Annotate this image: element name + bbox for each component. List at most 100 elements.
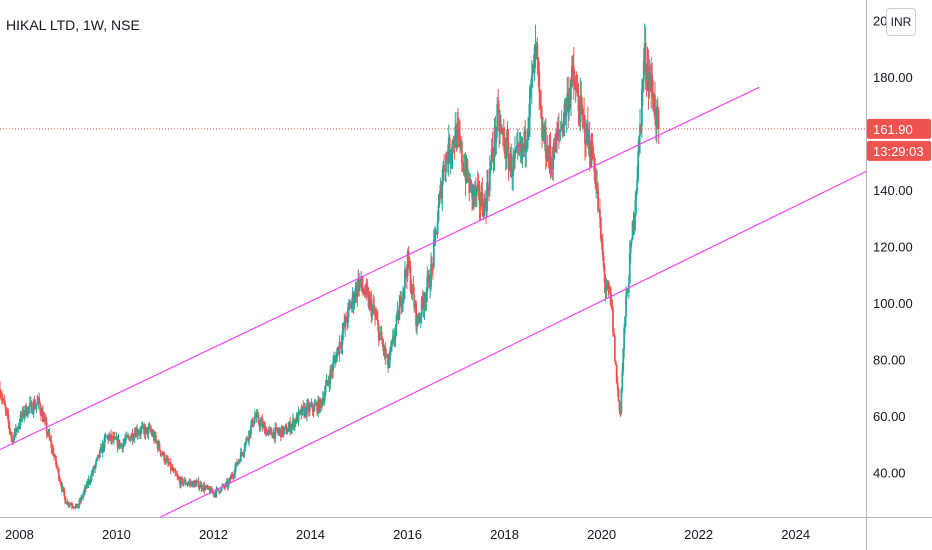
candle bbox=[546, 135, 549, 163]
candle-body bbox=[199, 483, 202, 487]
candle bbox=[175, 470, 178, 476]
candle bbox=[48, 427, 51, 441]
candle-body bbox=[405, 273, 408, 277]
candle bbox=[640, 124, 642, 134]
candle-body bbox=[626, 291, 628, 296]
candle bbox=[253, 409, 256, 424]
candle-body bbox=[306, 404, 309, 406]
x-tick-label: 2014 bbox=[296, 527, 325, 542]
plot-area[interactable] bbox=[0, 23, 866, 517]
candle bbox=[409, 260, 412, 294]
candle-body bbox=[153, 434, 156, 441]
candle bbox=[52, 444, 55, 457]
candle-body bbox=[307, 404, 310, 412]
candle bbox=[179, 476, 181, 489]
candle-body bbox=[209, 488, 212, 494]
candle bbox=[486, 170, 488, 218]
candle bbox=[34, 399, 37, 410]
candle-body bbox=[344, 316, 347, 327]
candle bbox=[552, 143, 555, 182]
candle-body bbox=[420, 297, 423, 317]
candle bbox=[464, 152, 467, 197]
candle bbox=[24, 404, 27, 420]
candle-body bbox=[613, 335, 616, 362]
candle-body bbox=[214, 492, 217, 496]
candle-body bbox=[295, 414, 298, 423]
candle-body bbox=[274, 427, 277, 439]
candle bbox=[476, 170, 479, 192]
candle bbox=[1, 393, 4, 405]
candle-body bbox=[349, 304, 352, 309]
candle-body bbox=[167, 458, 169, 463]
candle bbox=[178, 475, 181, 482]
candle bbox=[565, 97, 568, 133]
candle bbox=[321, 390, 324, 407]
candle bbox=[568, 88, 571, 122]
channel-upper-line[interactable] bbox=[0, 86, 760, 451]
candle-body bbox=[400, 296, 403, 308]
candle bbox=[644, 26, 647, 90]
candle bbox=[445, 151, 447, 183]
candle bbox=[496, 96, 499, 138]
y-tick-label: 140.00 bbox=[873, 183, 913, 198]
candle bbox=[544, 117, 547, 170]
candle-body bbox=[73, 507, 76, 509]
candle bbox=[599, 198, 601, 228]
candle bbox=[550, 156, 553, 178]
candle bbox=[250, 420, 252, 439]
candle bbox=[408, 257, 411, 273]
candle-body bbox=[396, 310, 399, 316]
candle-body bbox=[192, 481, 195, 487]
candle-body bbox=[562, 121, 565, 132]
candle-body bbox=[392, 336, 395, 341]
candle-body bbox=[288, 422, 291, 428]
candle-body bbox=[580, 95, 583, 105]
candle bbox=[634, 191, 637, 231]
candle bbox=[645, 63, 648, 97]
x-tick-label: 2022 bbox=[684, 527, 713, 542]
candle-body bbox=[26, 414, 28, 416]
candle-body bbox=[81, 496, 84, 498]
candle-body bbox=[367, 292, 370, 307]
candle bbox=[334, 355, 336, 368]
candle-body bbox=[265, 429, 267, 435]
candle-body bbox=[424, 301, 427, 303]
candle bbox=[330, 363, 333, 378]
candle-body bbox=[526, 139, 529, 143]
candle-body bbox=[300, 409, 303, 415]
candle-body bbox=[654, 118, 657, 127]
candle-body bbox=[576, 87, 579, 97]
candle bbox=[368, 291, 371, 311]
candle-body bbox=[241, 453, 244, 455]
candle-body bbox=[202, 485, 205, 490]
candle-body bbox=[48, 432, 51, 439]
candle bbox=[155, 439, 158, 444]
candle-body bbox=[608, 286, 611, 294]
candle bbox=[452, 135, 455, 153]
candle bbox=[239, 447, 242, 462]
channel-lower-line[interactable] bbox=[159, 170, 866, 517]
candle bbox=[274, 421, 277, 444]
candle bbox=[480, 182, 483, 207]
candle-body bbox=[276, 427, 278, 432]
candle bbox=[640, 79, 643, 139]
candle-body bbox=[418, 316, 421, 322]
candle bbox=[108, 431, 111, 442]
candle-body bbox=[230, 475, 233, 480]
candle bbox=[586, 106, 589, 149]
candle-body bbox=[143, 428, 146, 435]
candle-body bbox=[313, 404, 316, 412]
candle bbox=[79, 497, 82, 505]
candle bbox=[587, 129, 590, 156]
candle bbox=[507, 128, 510, 181]
candle bbox=[548, 134, 551, 174]
candle bbox=[18, 419, 21, 430]
candle bbox=[210, 486, 213, 493]
candle-body bbox=[453, 146, 456, 148]
candle bbox=[331, 364, 334, 380]
candle bbox=[192, 480, 195, 488]
candle-body bbox=[70, 504, 73, 507]
currency-button[interactable]: INR bbox=[886, 8, 916, 36]
